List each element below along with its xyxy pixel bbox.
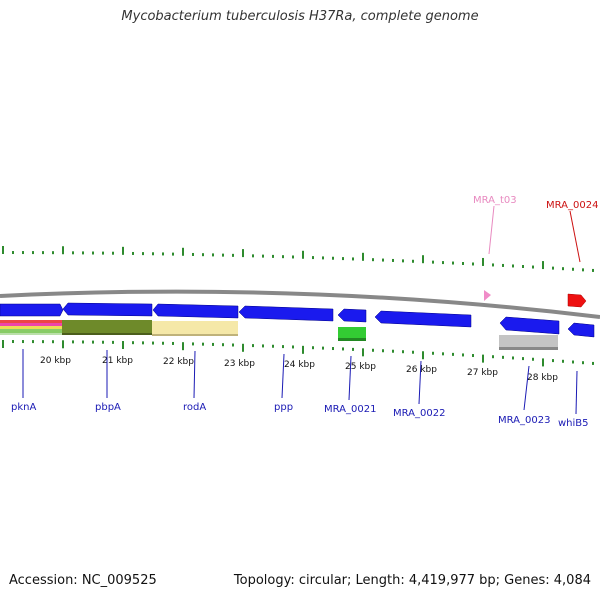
gene-arrow-rodA[interactable] <box>152 303 239 319</box>
gene-arrow-MRA_0021[interactable] <box>337 308 367 323</box>
scale-label: 26 kbp <box>406 365 437 375</box>
track-block-gray-shadow <box>499 347 558 350</box>
scale-label: 22 kbp <box>163 357 194 367</box>
gene-arrow-MRA_0023[interactable] <box>499 316 560 335</box>
leader-lines <box>22 205 581 415</box>
track-block-olive-shadow <box>62 333 152 335</box>
leader-line-MRA_0024 <box>569 210 581 263</box>
gene-label-MRA_0023[interactable]: MRA_0023 <box>498 415 550 426</box>
leader-line-whiB5 <box>575 370 578 415</box>
track-block-green-shadow <box>338 338 366 341</box>
annotation-track <box>0 320 558 350</box>
track-stripe-lightgreen <box>0 333 62 335</box>
scale-label: 24 kbp <box>284 360 315 370</box>
leader-line-ppp <box>281 353 285 399</box>
gene-arrow-MRA_0024[interactable] <box>567 293 587 308</box>
leader-line-MRA_t03 <box>488 205 495 255</box>
track-block-gray <box>499 335 558 348</box>
track-stripe-green <box>0 329 62 333</box>
genome-summary-text: Topology: circular; Length: 4,419,977 bp… <box>233 573 591 588</box>
track-stripe-yellow <box>0 326 62 329</box>
gene-label-whiB5[interactable]: whiB5 <box>558 418 589 429</box>
genome-title: Mycobacterium tuberculosis H37Ra, comple… <box>121 9 479 24</box>
scale-label: 23 kbp <box>224 359 255 369</box>
leader-line-MRA_0023 <box>523 365 530 411</box>
scale-label: 27 kbp <box>467 368 498 378</box>
feature-track <box>0 290 595 338</box>
scale-label: 21 kbp <box>102 356 133 366</box>
outer-tick-row <box>2 246 594 272</box>
trna-arrow-MRA_t03[interactable] <box>484 290 491 301</box>
gene-label-rodA[interactable]: rodA <box>183 402 206 413</box>
track-block-cream <box>152 321 238 335</box>
track-stripe-red <box>0 320 62 323</box>
accession-text: Accession: NC_009525 <box>9 573 157 588</box>
track-block-olive <box>62 320 152 334</box>
gene-label-pbpA[interactable]: pbpA <box>95 402 121 413</box>
leader-line-MRA_0022 <box>418 360 422 405</box>
gene-label-MRA_0022[interactable]: MRA_0022 <box>393 408 445 419</box>
scale-label: 25 kbp <box>345 362 376 372</box>
genome-backbone <box>0 289 600 319</box>
gene-label-ppp[interactable]: ppp <box>274 402 293 413</box>
gene-labels: pknA pbpA rodA ppp MRA_0021 MRA_0022 MRA… <box>11 195 598 429</box>
scale-labels: 20 kbp 21 kbp 22 kbp 23 kbp 24 kbp 25 kb… <box>40 356 558 383</box>
gene-arrow-whiB5[interactable] <box>567 322 595 338</box>
track-block-green <box>338 327 366 339</box>
gene-arrow-ppp[interactable] <box>238 305 334 322</box>
gene-arrow-MRA_0022[interactable] <box>374 310 472 328</box>
gene-arrow-pbpA[interactable] <box>62 302 153 317</box>
inner-tick-row <box>2 340 594 367</box>
scale-label: 28 kbp <box>527 373 558 383</box>
leader-line-MRA_0021 <box>348 355 352 401</box>
scale-label: 20 kbp <box>40 356 71 366</box>
track-stripe-magenta <box>0 323 62 326</box>
gene-label-MRA_t03[interactable]: MRA_t03 <box>473 195 517 206</box>
gene-label-pknA[interactable]: pknA <box>11 402 36 413</box>
leader-line-rodA <box>193 350 196 399</box>
gene-arrow-pknA[interactable] <box>0 303 64 317</box>
gene-label-MRA_0021[interactable]: MRA_0021 <box>324 404 376 415</box>
track-block-cream-shadow <box>152 334 238 336</box>
gene-label-MRA_0024[interactable]: MRA_0024 <box>546 200 598 211</box>
